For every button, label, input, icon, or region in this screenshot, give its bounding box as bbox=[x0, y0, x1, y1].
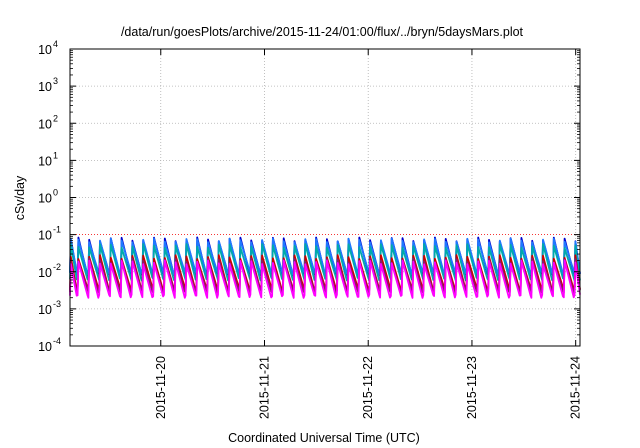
grid-layer bbox=[70, 49, 580, 346]
y-tick-label-exponent: 2 bbox=[53, 113, 58, 123]
x-axis-label: Coordinated Universal Time (UTC) bbox=[228, 431, 420, 445]
x-tick-label: 2015-11-20 bbox=[154, 356, 168, 419]
y-tick-label-exponent: 1 bbox=[53, 150, 58, 160]
y-tick-label: 10 bbox=[38, 266, 52, 280]
x-tick-label: 2015-11-21 bbox=[257, 356, 271, 419]
y-tick-label-exponent: -1 bbox=[53, 225, 61, 235]
y-axis-label: cSv/day bbox=[13, 175, 27, 220]
y-tick-label: 10 bbox=[38, 303, 52, 317]
x-tick-label: 2015-11-22 bbox=[361, 356, 375, 419]
y-tick-label-exponent: -3 bbox=[53, 299, 61, 309]
y-tick-label-exponent: -2 bbox=[53, 262, 61, 272]
y-tick-label: 10 bbox=[38, 43, 52, 57]
y-tick-label-exponent: 3 bbox=[53, 76, 58, 86]
x-tick-label: 2015-11-24 bbox=[569, 356, 583, 419]
chart-title: /data/run/goesPlots/archive/2015-11-24/0… bbox=[121, 25, 524, 39]
y-tick-label: 10 bbox=[38, 192, 52, 206]
series-line bbox=[69, 259, 581, 299]
x-tick-label: 2015-11-23 bbox=[465, 356, 479, 419]
y-tick-label: 10 bbox=[38, 117, 52, 131]
y-tick-label: 10 bbox=[38, 80, 52, 94]
y-tick-label: 10 bbox=[38, 340, 52, 354]
y-tick-label-exponent: 4 bbox=[53, 39, 58, 49]
series-layer bbox=[69, 236, 581, 299]
y-tick-label: 10 bbox=[38, 154, 52, 168]
y-tick-label: 10 bbox=[38, 229, 52, 243]
y-tick-label-exponent: -4 bbox=[53, 336, 61, 346]
y-tick-label-exponent: 0 bbox=[53, 188, 58, 198]
